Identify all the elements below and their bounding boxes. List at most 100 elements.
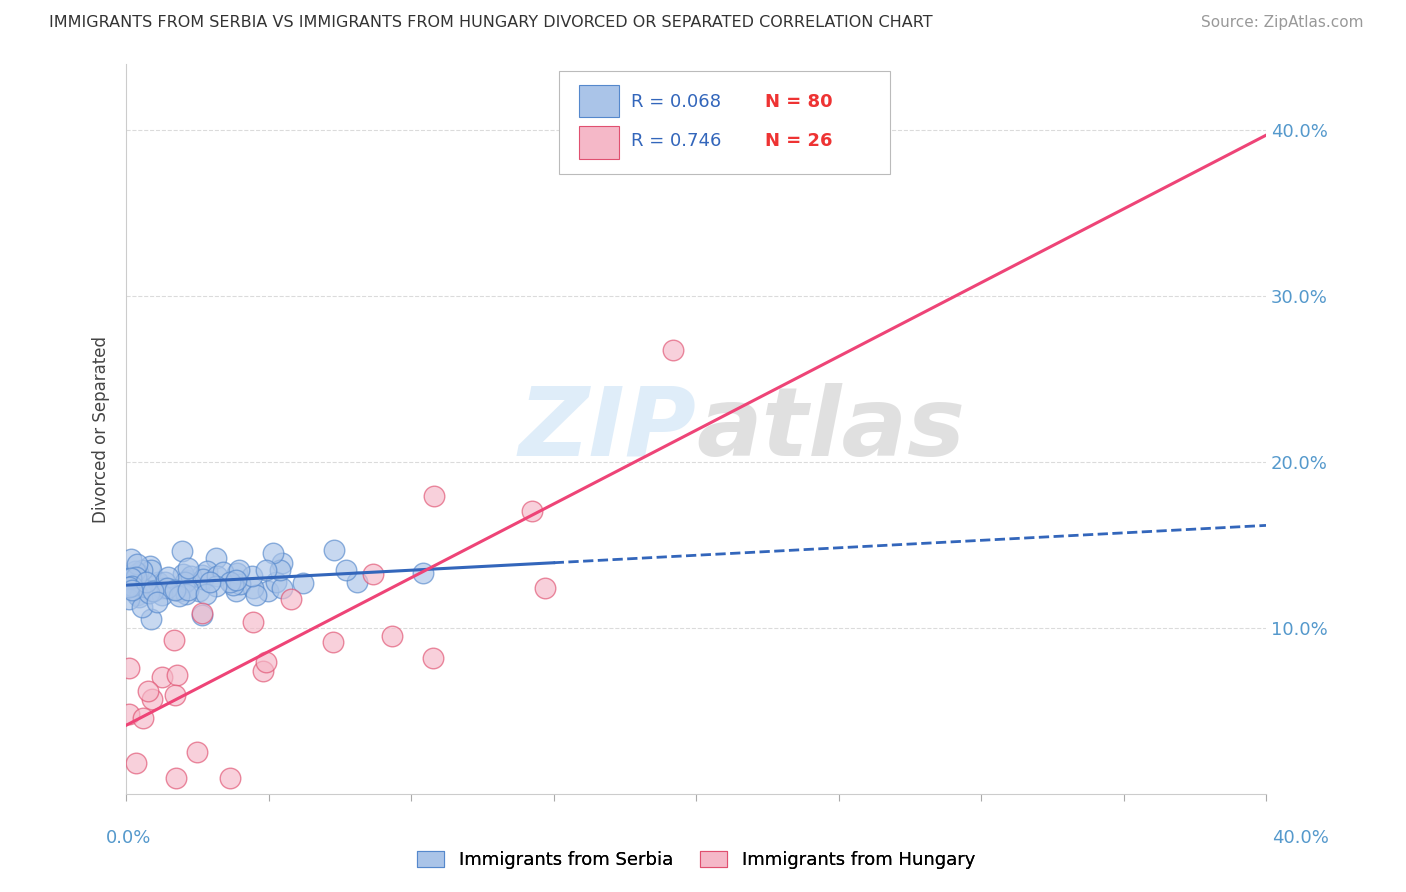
Point bbox=[280, 592, 302, 607]
Point bbox=[226, 566, 249, 580]
Point bbox=[128, 590, 150, 604]
Point bbox=[118, 572, 141, 586]
Point bbox=[162, 633, 184, 648]
Point bbox=[245, 588, 267, 602]
Point bbox=[120, 575, 142, 590]
Point bbox=[146, 595, 169, 609]
Point bbox=[271, 556, 294, 570]
Text: 40.0%: 40.0% bbox=[1272, 829, 1329, 847]
Point bbox=[121, 583, 143, 598]
Point bbox=[533, 582, 555, 596]
Point bbox=[120, 571, 142, 585]
Text: Source: ZipAtlas.com: Source: ZipAtlas.com bbox=[1201, 15, 1364, 29]
Point bbox=[257, 583, 280, 598]
Point bbox=[124, 564, 146, 578]
Point bbox=[139, 612, 162, 626]
Point bbox=[361, 567, 384, 582]
Point bbox=[522, 504, 544, 518]
Text: 0.0%: 0.0% bbox=[105, 829, 150, 847]
Point bbox=[162, 582, 184, 596]
Point bbox=[240, 569, 263, 583]
Point bbox=[228, 563, 250, 577]
Point bbox=[141, 692, 163, 706]
Point bbox=[118, 660, 141, 674]
Point bbox=[166, 667, 188, 681]
Point bbox=[131, 579, 153, 593]
Point bbox=[262, 546, 284, 560]
Point bbox=[131, 599, 153, 614]
Point bbox=[146, 575, 169, 590]
Y-axis label: Divorced or Separated: Divorced or Separated bbox=[93, 335, 110, 523]
Point bbox=[141, 563, 163, 577]
Point bbox=[291, 576, 314, 591]
Point bbox=[662, 343, 685, 358]
Point bbox=[125, 558, 148, 572]
Point bbox=[346, 575, 368, 590]
Point bbox=[322, 543, 344, 558]
Point bbox=[195, 564, 218, 578]
Point bbox=[132, 711, 155, 725]
FancyBboxPatch shape bbox=[579, 126, 619, 159]
Point bbox=[195, 587, 218, 601]
Point bbox=[165, 771, 187, 785]
Point bbox=[174, 586, 197, 600]
Point bbox=[191, 572, 214, 586]
Text: ZIP: ZIP bbox=[519, 383, 696, 475]
Point bbox=[322, 635, 344, 649]
Point bbox=[191, 607, 214, 621]
Point bbox=[142, 583, 165, 598]
Point bbox=[131, 563, 153, 577]
Point bbox=[335, 563, 357, 577]
Point bbox=[118, 580, 141, 594]
Point bbox=[412, 566, 434, 580]
Point bbox=[242, 615, 264, 630]
Point bbox=[180, 569, 202, 583]
Point bbox=[271, 581, 294, 595]
Point bbox=[422, 651, 444, 665]
Point bbox=[205, 569, 228, 583]
Point bbox=[205, 550, 228, 565]
Point bbox=[156, 581, 179, 595]
Point bbox=[121, 571, 143, 585]
Text: R = 0.746: R = 0.746 bbox=[631, 132, 721, 150]
Point bbox=[121, 579, 143, 593]
Text: N = 26: N = 26 bbox=[765, 132, 832, 150]
Point bbox=[134, 575, 156, 590]
Point bbox=[157, 570, 180, 584]
Point bbox=[118, 571, 141, 585]
Point bbox=[167, 589, 190, 603]
Point bbox=[118, 707, 141, 722]
Point bbox=[177, 583, 200, 598]
Legend: Immigrants from Serbia, Immigrants from Hungary: Immigrants from Serbia, Immigrants from … bbox=[411, 844, 983, 876]
Point bbox=[150, 581, 173, 595]
Point bbox=[219, 771, 242, 785]
Point bbox=[269, 563, 291, 577]
Point bbox=[254, 563, 277, 577]
Point bbox=[225, 583, 247, 598]
Point bbox=[163, 582, 186, 597]
Point bbox=[177, 561, 200, 575]
Point bbox=[191, 608, 214, 623]
Point bbox=[120, 578, 142, 592]
Point bbox=[125, 569, 148, 583]
Point bbox=[139, 559, 162, 574]
Point bbox=[120, 551, 142, 566]
Point bbox=[125, 756, 148, 771]
Point bbox=[169, 584, 191, 599]
Point bbox=[186, 744, 208, 758]
Point bbox=[187, 584, 209, 599]
Point bbox=[256, 655, 278, 669]
Point bbox=[212, 565, 235, 579]
Point bbox=[138, 585, 160, 599]
Point bbox=[172, 544, 194, 558]
Text: atlas: atlas bbox=[696, 383, 965, 475]
Point bbox=[229, 577, 252, 591]
Point bbox=[136, 684, 159, 698]
Point bbox=[219, 574, 242, 589]
Point bbox=[153, 575, 176, 590]
FancyBboxPatch shape bbox=[579, 85, 619, 118]
Point bbox=[118, 592, 141, 607]
Point bbox=[190, 567, 212, 582]
Point bbox=[150, 670, 173, 684]
Point bbox=[264, 574, 287, 589]
